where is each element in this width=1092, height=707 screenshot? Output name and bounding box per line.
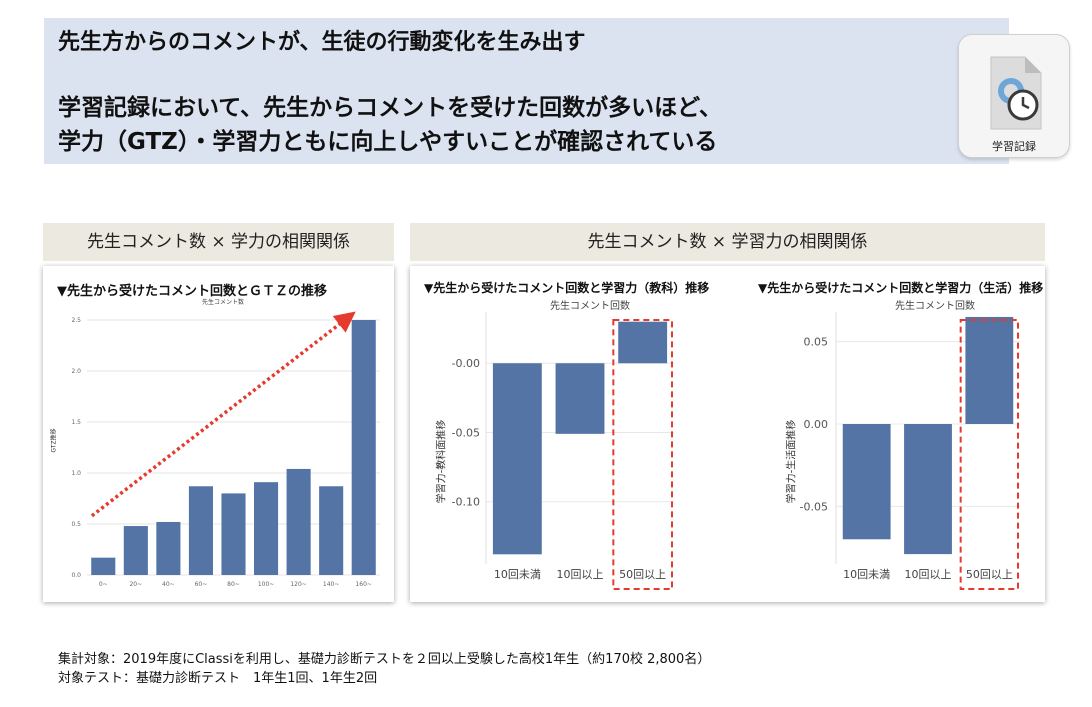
y-tick-label: 0.5 (71, 521, 81, 528)
subject-bar (492, 363, 542, 555)
bar (123, 526, 148, 575)
x-tick-label: 80~ (227, 581, 240, 588)
life-x-axis-title: 先生コメント回数 (895, 301, 975, 312)
life-y-tick-label: 0.00 (804, 418, 829, 431)
footnote-target: 集計対象：2019年度にClassiを利用し、基礎力診断テストを２回以上受験した… (58, 652, 711, 667)
life-chart-title: ▼先生から受けたコメント回数と学習力（生活）推移 (758, 281, 1044, 295)
subject-y-tick-label: -0.05 (452, 426, 480, 439)
subject-y-tick-label: -0.00 (452, 357, 480, 370)
life-bar (965, 316, 1014, 424)
gtz-bar-chart: 0.0 0.5 1.0 1.5 2.0 2.5 0~ 20~ 40~ 60~ 80~ 100~ 120~… (71, 311, 380, 588)
life-highlight-box (959, 319, 1020, 590)
x-tick-label: 40~ (162, 581, 175, 588)
app-icon-card[interactable]: 学習記録 (958, 34, 1070, 158)
subject-x-axis-title: 先生コメント回数 (550, 301, 630, 312)
x-tick-label: 0~ (99, 581, 108, 588)
life-x-tick-label: 10回以上 (905, 568, 952, 581)
life-y-tick-label: 0.05 (804, 336, 829, 349)
life-bar (904, 424, 952, 555)
x-tick-label: 60~ (195, 581, 208, 588)
subheadline-line-2: 学力（GTZ）・学習力ともに向上しやすいことが確認されている (58, 129, 718, 155)
subject-bar (618, 321, 668, 364)
subject-x-tick-label: 50回以上 (619, 568, 666, 581)
footnote-test: 対象テスト：基礎力診断テスト 1年生1回、1年生2回 (58, 671, 378, 686)
x-tick-label: 120~ (290, 581, 306, 588)
app-icon-label: 学習記録 (992, 140, 1036, 153)
y-tick-label: 0.0 (71, 572, 81, 579)
clock-document-icon (990, 56, 1042, 130)
bar (188, 486, 213, 575)
bar (254, 482, 279, 575)
subject-highlight-box (612, 319, 673, 590)
subject-bar (555, 363, 605, 434)
y-tick-label: 2.0 (71, 368, 81, 375)
subject-chart-title: ▼先生から受けたコメント回数と学習力（教科）推移 (424, 281, 710, 295)
headline: 先生方からのコメントが、生徒の行動変化を生み出す (58, 30, 586, 55)
x-tick-label: 140~ (323, 581, 339, 588)
gtz-chart-title: ▼先生から受けたコメント回数とＧＴＺの推移 (57, 284, 327, 299)
life-bar (842, 424, 891, 540)
learning-bar-charts: -0.00 -0.05 -0.10 10回未満 10回以上 50回以上 0.05 0.00 -0… (452, 312, 1020, 590)
section-label-right: 先生コメント数 × 学習力の相関関係 (410, 223, 1045, 261)
subject-x-tick-label: 10回以上 (557, 568, 604, 581)
y-tick-label: 1.5 (71, 419, 81, 426)
gtz-y-axis-title: GTZ推移 (50, 428, 58, 453)
learning-chart-panel: ▼先生から受けたコメント回数と学習力（教科）推移 先生コメント回数 学習力-教科… (410, 266, 1045, 602)
subject-x-tick-label: 10回未満 (494, 568, 541, 581)
section-label-left: 先生コメント数 × 学力の相関関係 (43, 223, 394, 261)
bar (351, 320, 376, 575)
life-y-tick-label: -0.05 (800, 500, 828, 513)
x-tick-label: 20~ (129, 581, 142, 588)
gtz-x-axis-title: 先生コメント数 (201, 299, 244, 306)
bar (156, 521, 181, 575)
subject-y-tick-label: -0.10 (452, 496, 480, 509)
bar (319, 486, 344, 575)
subheadline-line-1: 学習記録において、先生からコメントを受けた回数が多いほど、 (58, 95, 723, 121)
bar (91, 557, 116, 575)
y-tick-label: 2.5 (71, 317, 81, 324)
bar (221, 493, 246, 575)
y-tick-label: 1.0 (71, 470, 81, 477)
life-x-tick-label: 10回未満 (843, 568, 890, 581)
x-tick-label: 160~ (355, 581, 371, 588)
bar (286, 468, 311, 575)
header-banner: 先生方からのコメントが、生徒の行動変化を生み出す 学習記録において、先生からコメ… (44, 18, 1009, 164)
x-tick-label: 100~ (258, 581, 274, 588)
gtz-chart-panel: ▼先生から受けたコメント回数とＧＴＺの推移 先生コメント数 GTZ推移 0.0 0… (43, 266, 394, 602)
life-x-tick-label: 50回以上 (966, 568, 1013, 581)
